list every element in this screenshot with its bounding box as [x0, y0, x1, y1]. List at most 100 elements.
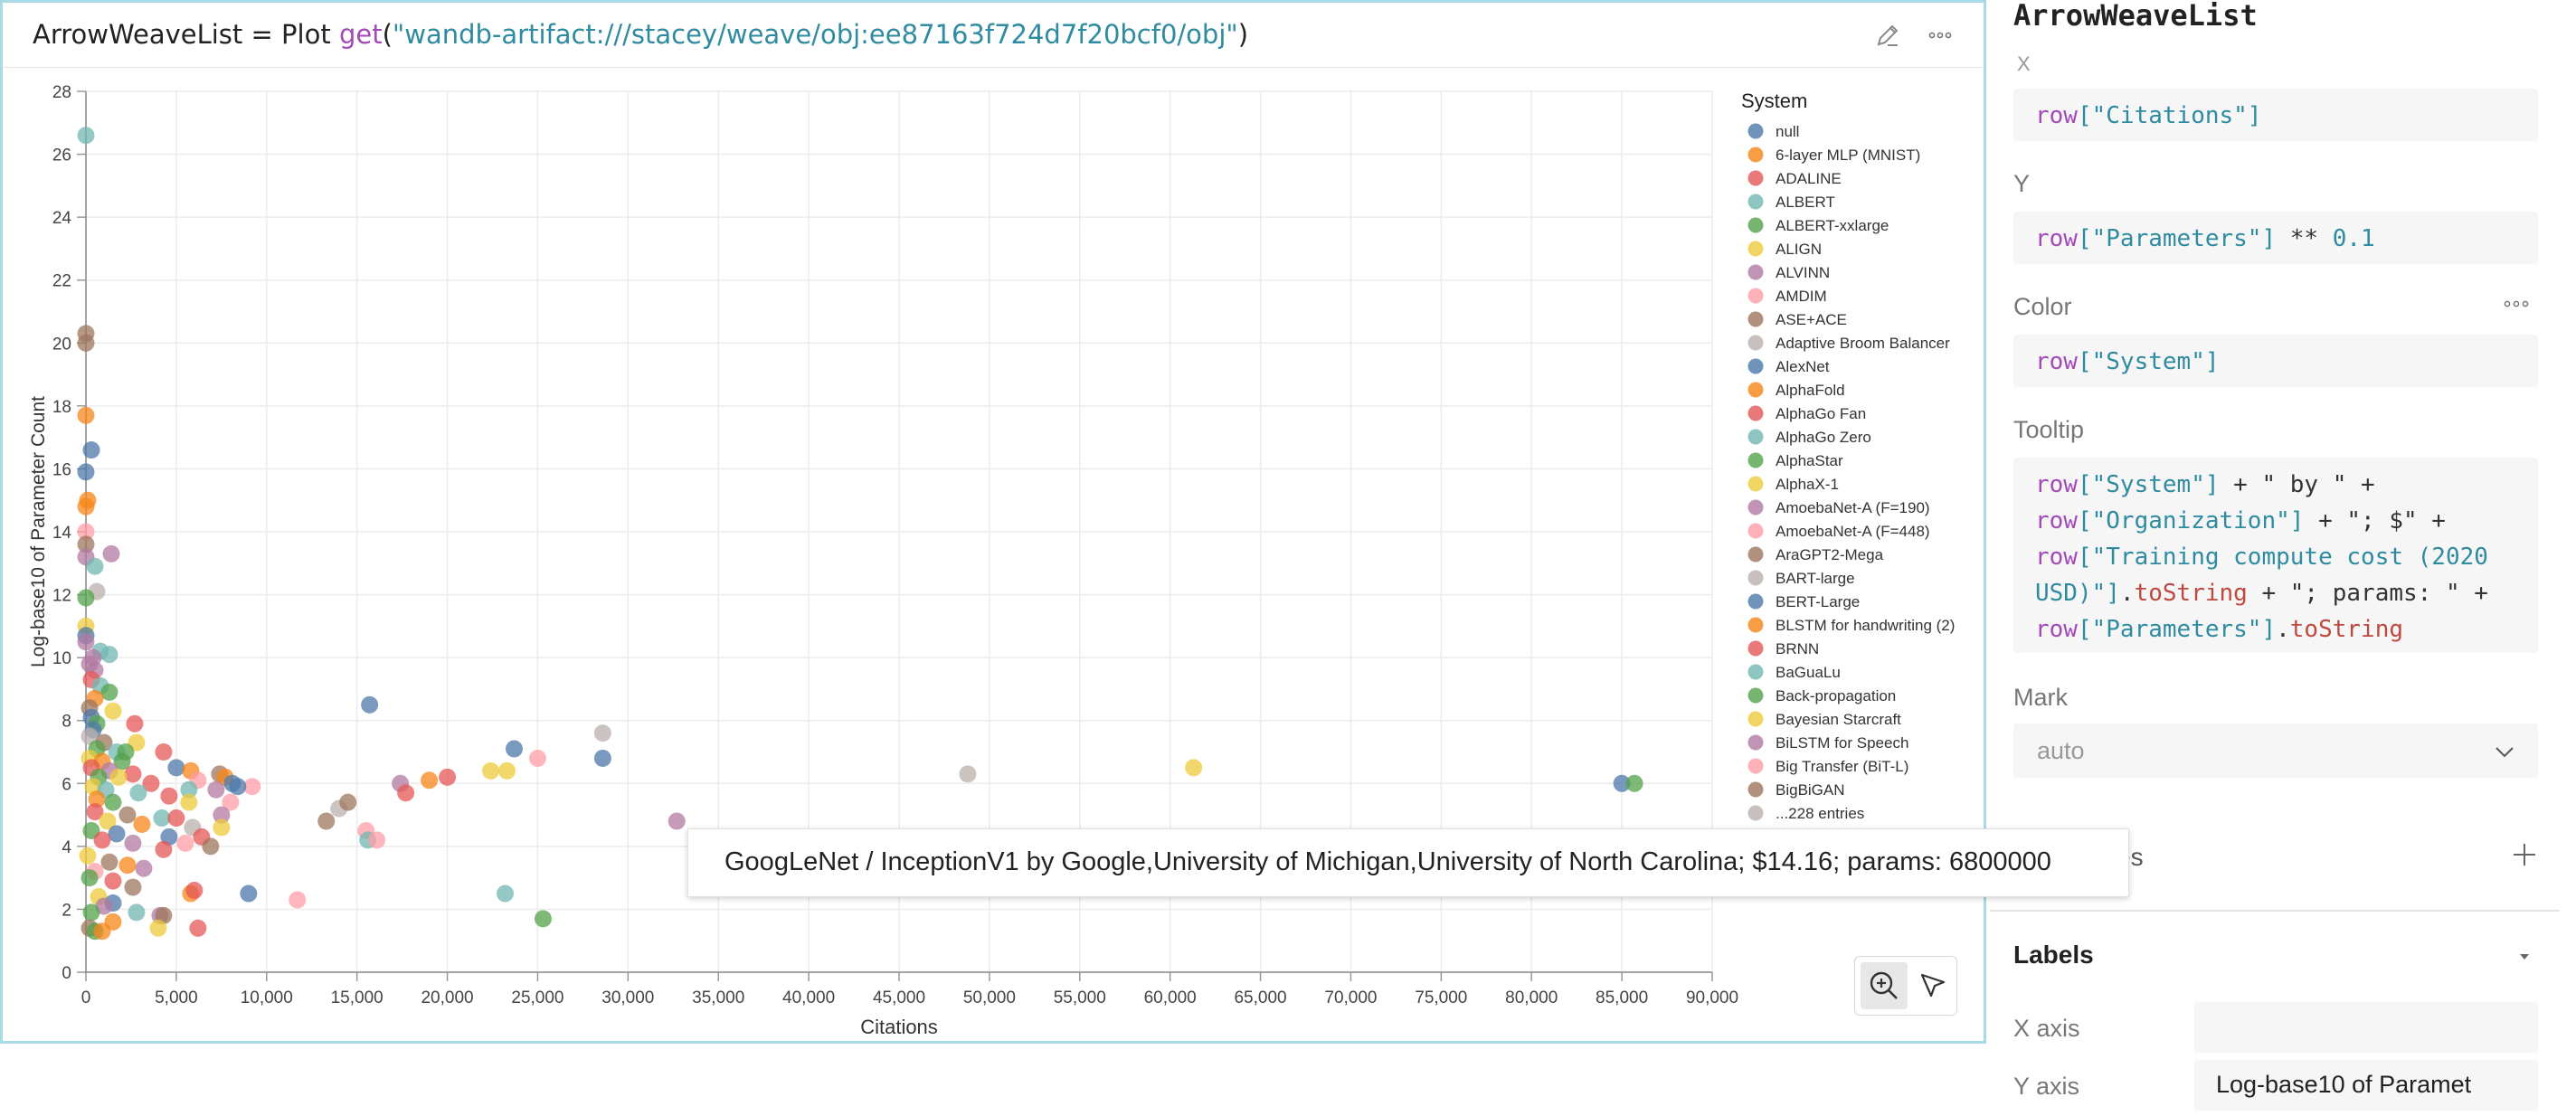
data-point: [77, 633, 95, 651]
y-expression[interactable]: row["Parameters"] ** 0.1: [2013, 212, 2538, 264]
x-tick-label: 40,000: [782, 988, 835, 1007]
panel-header: ArrowWeaveList = Plot get("wandb-artifac…: [3, 3, 1984, 68]
data-point: [109, 768, 128, 786]
color-expression[interactable]: row["System"]: [2013, 335, 2538, 387]
data-point: [77, 589, 95, 607]
data-point: [77, 523, 95, 541]
x-tick-label: 90,000: [1686, 988, 1738, 1007]
data-point: [339, 793, 357, 811]
data-point: [593, 724, 611, 742]
legend-symbol: [1747, 264, 1764, 280]
more-horizontal-icon[interactable]: [2500, 295, 2533, 313]
data-point: [104, 702, 122, 720]
data-point: [534, 910, 552, 928]
data-point: [126, 714, 144, 733]
pencil-icon[interactable]: [1873, 21, 1902, 50]
data-point: [213, 806, 231, 824]
chevron-down-icon: [2493, 740, 2516, 763]
legend-symbol: [1747, 546, 1764, 563]
tooltip-code-line: USD)"].toString + "; params: " +: [2035, 575, 2516, 611]
legend-label: AlphaGo Zero: [1776, 429, 1871, 446]
y-tick-label: 26: [52, 147, 71, 166]
legend-symbol: [1747, 570, 1764, 586]
data-point: [155, 840, 173, 858]
code-token: .: [2119, 580, 2135, 607]
data-point: [229, 778, 247, 796]
legend-label: 6-layer MLP (MNIST): [1776, 147, 1920, 164]
data-point: [222, 793, 240, 811]
code-token: row: [2035, 616, 2078, 643]
code-str: ["Parameters"]: [2077, 225, 2277, 252]
close-paren: ): [1237, 19, 1249, 50]
legend-symbol: [1747, 429, 1764, 445]
labels-section-title[interactable]: Labels: [2013, 941, 2094, 969]
data-point: [124, 765, 142, 783]
data-point: [496, 884, 514, 903]
data-point: [1613, 774, 1631, 792]
data-point: [497, 761, 516, 780]
more-horizontal-icon[interactable]: [1926, 21, 1955, 50]
data-point: [160, 787, 178, 805]
data-point: [135, 859, 153, 877]
legend-label: AlphaFold: [1776, 382, 1845, 399]
legend-symbol: [1747, 382, 1764, 398]
legend-symbol: [1747, 194, 1764, 210]
data-point: [317, 812, 336, 830]
x-tick-label: 45,000: [873, 988, 925, 1007]
legend-label: BART-large: [1776, 570, 1855, 587]
y-tick-label: 4: [62, 838, 71, 857]
data-point: [482, 761, 500, 780]
legend-label: ALBERT-xxlarge: [1776, 217, 1889, 234]
data-point: [202, 837, 220, 856]
code-op: **: [2276, 225, 2333, 252]
code-num: 0.1: [2332, 225, 2375, 252]
data-point: [421, 771, 439, 790]
tooltip-expression[interactable]: row["System"] + " by " + row["Organizatio…: [2013, 458, 2538, 653]
data-point: [180, 793, 198, 811]
expression-editor[interactable]: ArrowWeaveList = Plot get("wandb-artifac…: [33, 19, 1248, 50]
legend-symbol: [1747, 664, 1764, 680]
legend-symbol: [1747, 617, 1764, 633]
code-kw: row: [2035, 348, 2078, 375]
data-point: [397, 784, 415, 802]
plus-icon[interactable]: [2511, 841, 2538, 868]
x-tick-label: 35,000: [692, 988, 744, 1007]
legend-symbol: [1747, 734, 1764, 751]
data-point: [213, 818, 231, 837]
data-point: [100, 683, 118, 701]
zoom-in-icon[interactable]: [1861, 962, 1908, 1009]
mark-select[interactable]: auto: [2013, 724, 2538, 778]
data-point: [505, 740, 523, 758]
chart-tooltip: GoogLeNet / InceptionV1 by Google,Univer…: [687, 828, 2129, 897]
legend-symbol: [1747, 452, 1764, 468]
plot-op: Plot: [281, 19, 331, 50]
legend-symbol: [1747, 640, 1764, 657]
legend-label: Back-propagation: [1776, 687, 1896, 705]
data-point: [240, 884, 258, 903]
legend-symbol: [1747, 241, 1764, 257]
get-fn: get: [338, 19, 383, 50]
scatter-chart[interactable]: 0 5,000 10,000 15,000 20,000 25,000 30,000 35,0…: [3, 68, 1984, 1041]
code-token: row: [2035, 507, 2078, 534]
legend-symbol: [1747, 170, 1764, 186]
legend-label: ADALINE: [1776, 170, 1842, 187]
pointer-icon[interactable]: [1909, 962, 1956, 1009]
data-point: [104, 793, 122, 811]
legend-label: AlexNet: [1776, 358, 1830, 375]
y-tick-label: 8: [62, 713, 71, 732]
data-point: [77, 535, 95, 553]
legend-symbol: [1747, 758, 1764, 774]
x-tick-label: 60,000: [1144, 988, 1197, 1007]
y-axis-input[interactable]: Log-base10 of Paramet: [2194, 1060, 2538, 1111]
data-point: [124, 878, 142, 896]
code-token: + "; $" +: [2304, 507, 2446, 534]
legend-label: ASE+ACE: [1776, 311, 1847, 328]
data-point: [439, 768, 457, 786]
x-expression[interactable]: row["Citations"]: [2013, 89, 2538, 141]
data-point: [668, 812, 686, 830]
y-label: Y: [2013, 170, 2031, 197]
y-tick-label: 12: [52, 587, 71, 606]
caret-down-icon[interactable]: [2514, 950, 2534, 964]
legend-label: AmoebaNet-A (F=448): [1776, 523, 1930, 540]
x-axis-input[interactable]: [2194, 1002, 2538, 1053]
